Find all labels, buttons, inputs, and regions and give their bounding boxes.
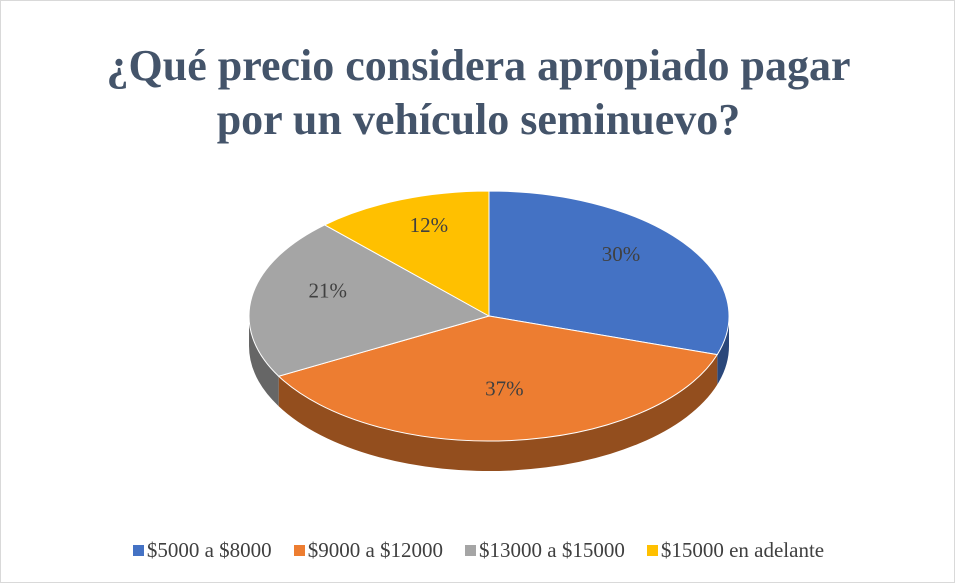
legend-item: $15000 en adelante	[646, 538, 825, 563]
data-label: 30%	[602, 242, 641, 266]
legend-item: $9000 a $12000	[293, 538, 444, 563]
chart-title: ¿Qué precio considera apropiado pagar po…	[106, 41, 851, 144]
legend-swatch	[646, 545, 658, 556]
legend-item: $13000 a $15000	[465, 538, 625, 563]
legend-label: $13000 a $15000	[479, 538, 625, 562]
pie-slice	[277, 315, 719, 442]
legend: $5000 a $8000 $9000 a $12000 $13000 a $150…	[1, 538, 955, 563]
legend-label: $5000 a $8000	[146, 538, 272, 562]
legend-swatch	[293, 545, 305, 556]
data-label: 21%	[309, 279, 348, 303]
pie-plot: 30% 37% 21% 12%	[248, 190, 730, 471]
pie-slice	[248, 224, 491, 377]
pie-slice-side	[717, 316, 729, 385]
pie-slice	[488, 190, 730, 356]
data-label: 12%	[410, 213, 449, 237]
pie-slice	[323, 190, 490, 317]
data-label: 37%	[485, 376, 524, 400]
legend-swatch	[132, 545, 144, 556]
legend-item: $5000 a $8000	[132, 538, 272, 563]
legend-label: $9000 a $12000	[307, 538, 444, 562]
legend-label: $15000 en adelante	[660, 538, 825, 562]
legend-swatch	[465, 545, 477, 556]
pie-slice-side	[278, 354, 718, 471]
pie-slice-side	[249, 316, 279, 407]
